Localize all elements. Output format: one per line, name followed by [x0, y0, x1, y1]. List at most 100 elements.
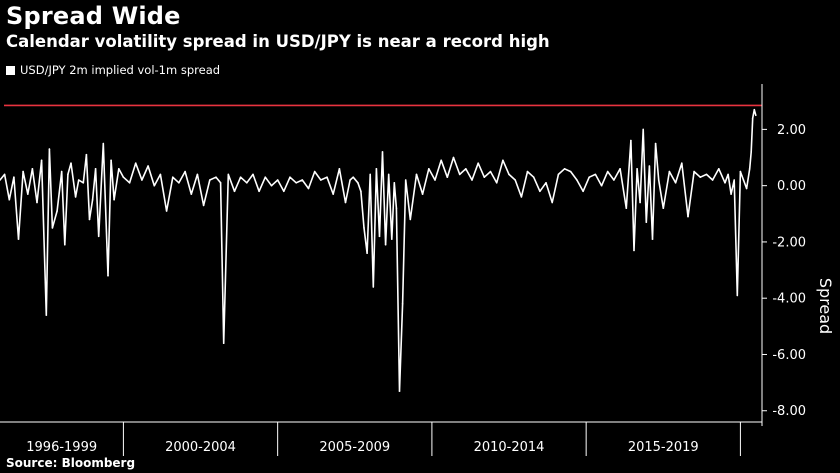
data-point [13, 176, 15, 178]
data-point [619, 168, 621, 170]
series-line [0, 108, 757, 392]
data-point [724, 182, 726, 184]
data-point [147, 165, 149, 167]
data-point [733, 179, 735, 181]
data-point [606, 170, 609, 173]
data-point [711, 179, 714, 181]
data-point [381, 151, 384, 153]
data-point [489, 170, 492, 173]
data-point [239, 176, 242, 178]
data-point [415, 173, 418, 176]
data-point [557, 173, 560, 176]
data-point [64, 243, 66, 246]
data-point [393, 182, 396, 184]
data-point [681, 162, 683, 164]
chart-subtitle: Calendar volatility spread in USD/JPY is… [6, 32, 550, 51]
x-tick-label: 2015-2019 [628, 440, 699, 455]
data-point [88, 218, 91, 221]
data-point [313, 170, 316, 173]
data-point [372, 286, 375, 288]
data-point [219, 182, 222, 184]
data-point [477, 162, 480, 164]
data-point [465, 168, 467, 170]
data-point [452, 156, 455, 159]
data-point [742, 179, 745, 181]
data-point [202, 204, 205, 207]
data-point [502, 159, 504, 162]
data-point [375, 168, 378, 170]
data-point [569, 170, 572, 173]
data-point [539, 190, 541, 193]
data-point [563, 168, 566, 170]
data-point [320, 179, 322, 181]
y-tick-label: -4.00 [772, 292, 806, 307]
data-point [398, 390, 401, 392]
data-point [326, 176, 328, 178]
data-point [440, 159, 443, 162]
data-point [36, 201, 38, 204]
data-point [378, 235, 381, 238]
data-point [360, 190, 362, 193]
data-point [526, 170, 529, 173]
data-point [178, 182, 180, 184]
data-point [227, 173, 230, 176]
data-point [349, 179, 351, 181]
y-tick-label: 2.00 [777, 123, 806, 138]
data-point [730, 193, 732, 195]
data-point [458, 173, 461, 176]
data-point [110, 159, 112, 162]
data-point [60, 170, 63, 173]
data-point [674, 182, 677, 184]
data-point [128, 182, 131, 184]
data-point [662, 207, 665, 209]
data-point [85, 153, 88, 156]
data-point [344, 201, 347, 204]
data-point [645, 221, 648, 223]
y-axis-label: Spread [816, 278, 835, 334]
data-point [276, 179, 279, 181]
data-point [141, 179, 143, 181]
data-point [357, 182, 359, 184]
data-point [668, 170, 671, 173]
legend: USD/JPY 2m implied vol-1m spread [6, 63, 220, 77]
data-point [551, 201, 553, 204]
data-point [718, 168, 720, 170]
data-point [22, 170, 24, 173]
data-point [252, 173, 254, 176]
data-point [745, 187, 748, 190]
x-tick-label: 2010-2014 [474, 440, 545, 455]
data-point [301, 179, 304, 181]
data-point [0, 179, 1, 181]
data-point [113, 198, 115, 201]
data-point [3, 173, 6, 176]
data-point [657, 179, 660, 181]
series-layer [0, 108, 757, 392]
data-point [648, 165, 651, 167]
data-point [613, 179, 615, 181]
data-point [289, 176, 291, 178]
data-point [102, 142, 105, 145]
data-point [366, 252, 368, 254]
legend-label: USD/JPY 2m implied vol-1m spread [20, 63, 221, 77]
data-point [594, 173, 597, 176]
data-point [755, 114, 757, 117]
data-point [582, 190, 584, 193]
x-tick-label: 2000-2004 [165, 440, 236, 455]
data-point [483, 176, 486, 178]
data-point [471, 179, 473, 181]
data-point [391, 238, 393, 240]
data-point [91, 198, 94, 201]
data-point [215, 176, 217, 178]
axis-layer: 2.00 0.00 -2.00 -4.00 -6.00 -8.00 Spread [761, 84, 835, 426]
data-point [94, 168, 97, 170]
x-tick-label: 2005-2009 [319, 440, 390, 455]
data-point [77, 179, 80, 181]
data-point [165, 210, 168, 212]
data-point [639, 201, 641, 204]
data-point [82, 182, 85, 184]
data-point [70, 162, 72, 164]
x-axis-layer: 1996-1999 2000-2004 2005-2009 2010-2014 2015… [0, 421, 762, 456]
data-point [387, 173, 390, 176]
data-point [651, 238, 654, 240]
data-point [118, 168, 120, 170]
